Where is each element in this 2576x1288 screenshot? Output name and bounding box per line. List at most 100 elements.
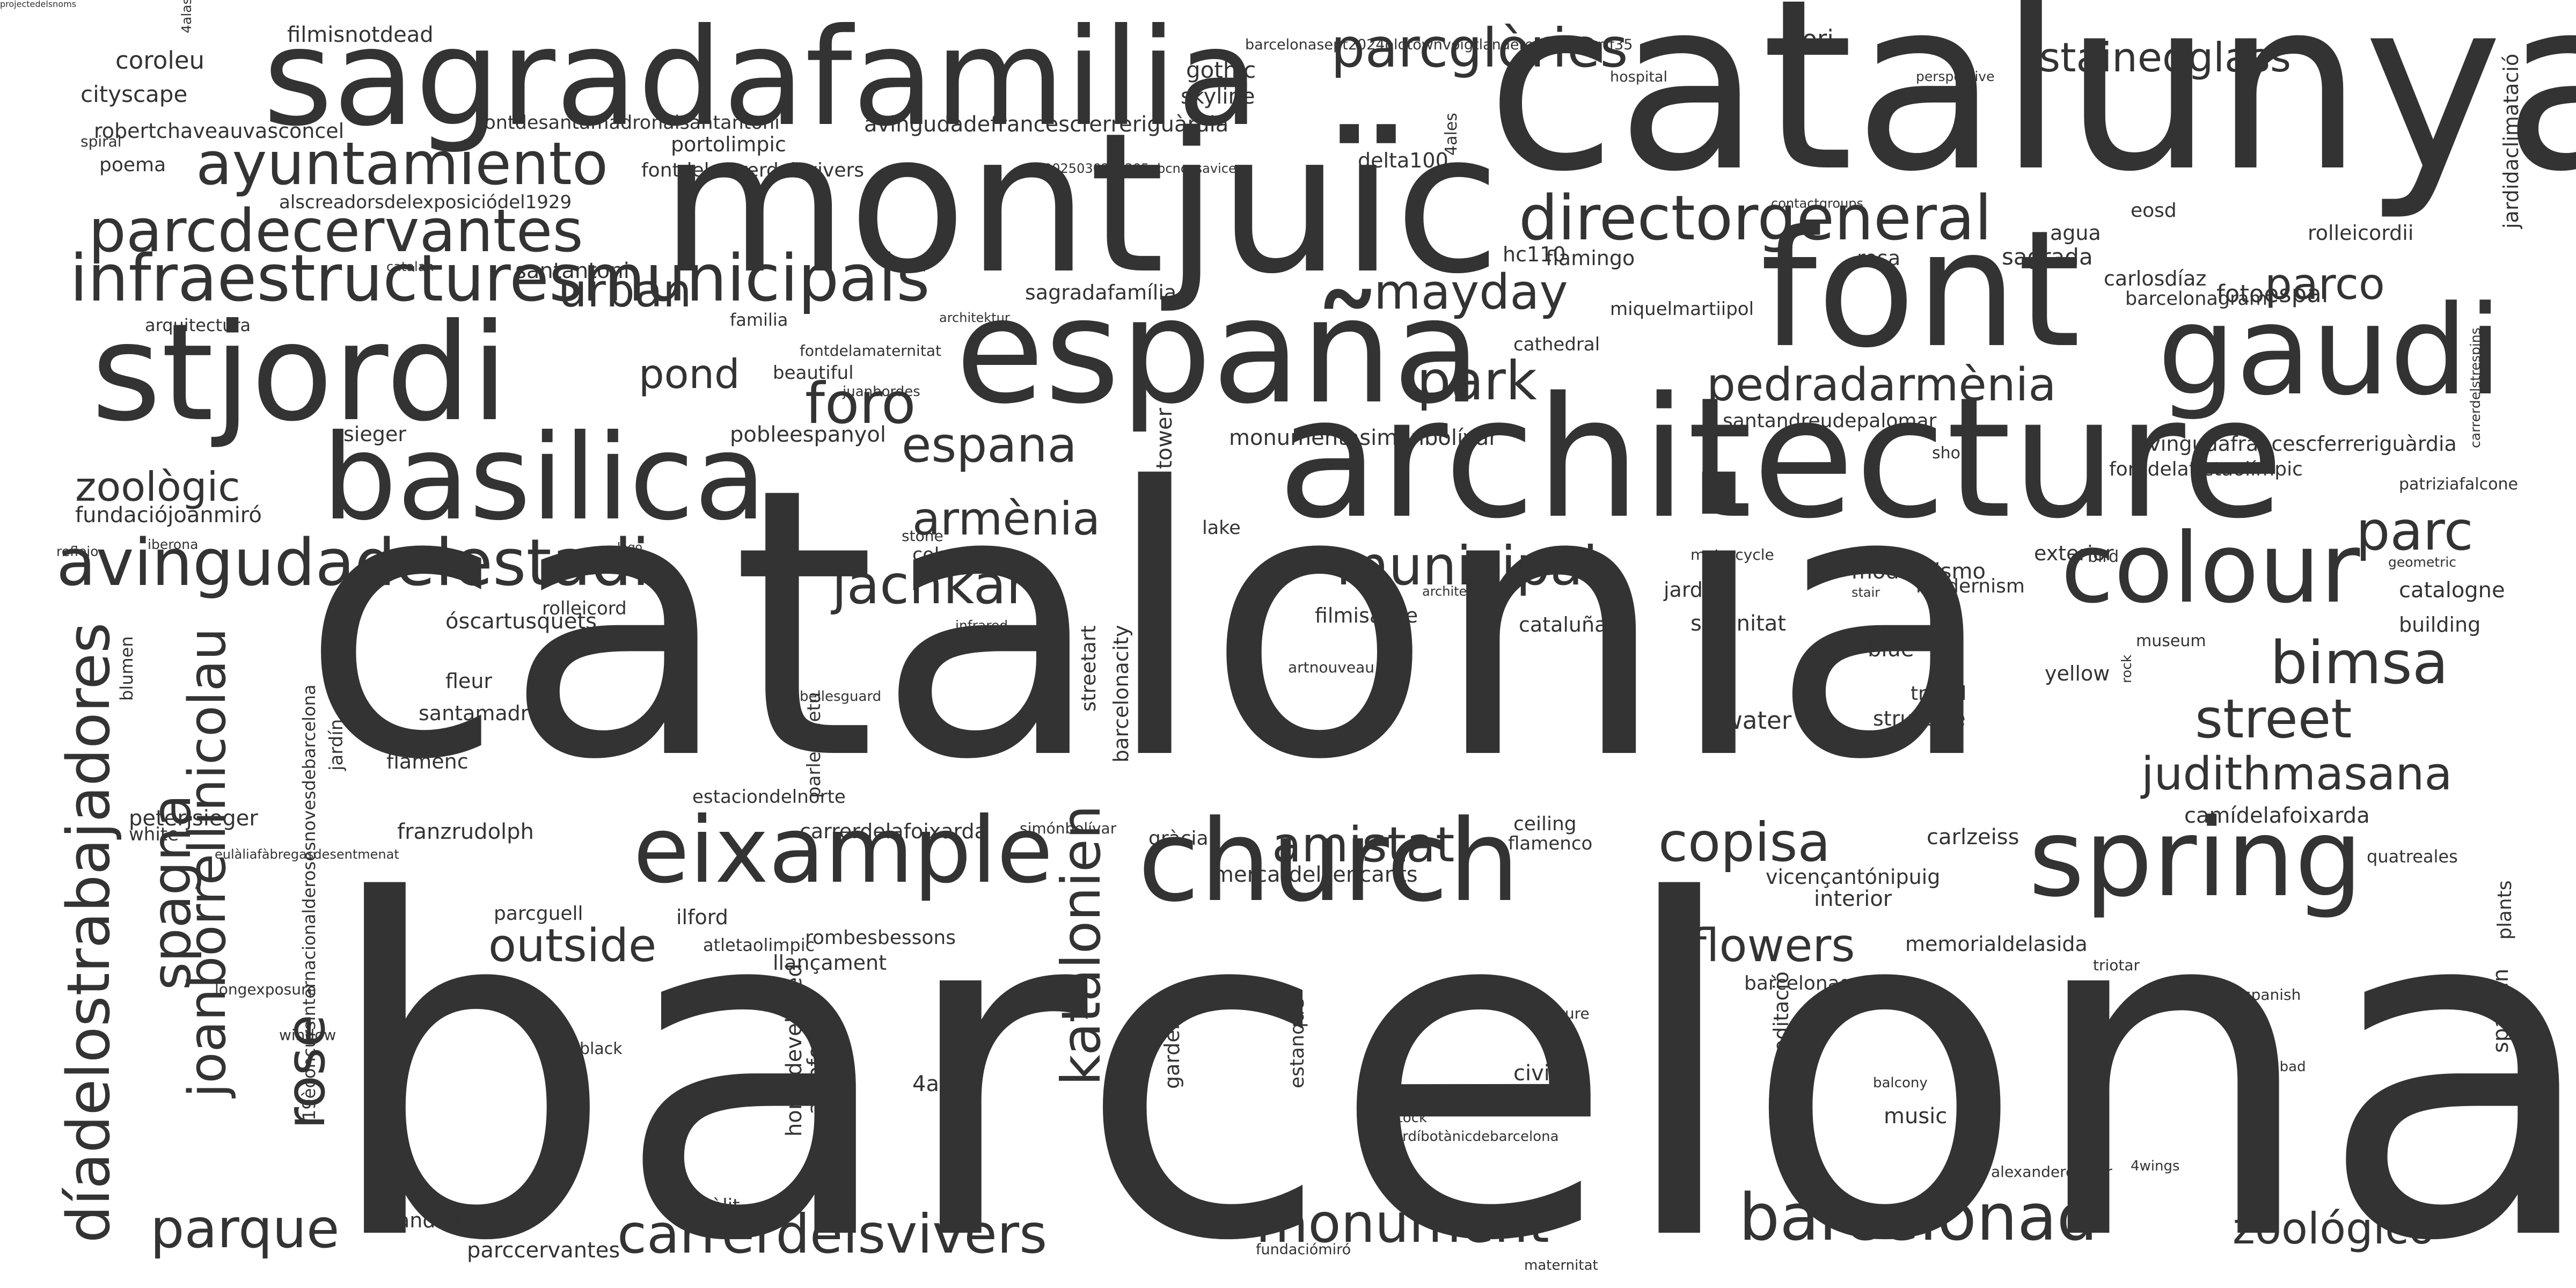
word: rombesbessons: [805, 927, 956, 949]
word: urban: [558, 265, 692, 318]
word: 4wings: [2131, 1158, 2180, 1174]
word: judithmasana: [2141, 748, 2453, 801]
word: óscartusquets: [445, 609, 597, 634]
word: parque: [150, 1197, 340, 1260]
word: pedradarmènia: [1707, 358, 2057, 412]
word: infrared: [955, 618, 1008, 633]
word: eosd: [2131, 200, 2177, 222]
word: españa: [955, 267, 1482, 436]
word: beautiful: [773, 362, 854, 384]
word: contactgroups: [1771, 196, 1864, 211]
word: street: [2195, 687, 2352, 750]
word: sagrada: [2002, 244, 2093, 270]
word: jardíbotànicdebarcelona: [1390, 1129, 1559, 1145]
word: eulàliafàbregasdesentmenat: [215, 847, 399, 862]
word: jardidaclimatació: [2499, 53, 2523, 229]
word: pond: [639, 350, 740, 398]
word: miquelmartiipol: [1610, 298, 1754, 320]
word: rolleicordii: [2308, 221, 2414, 245]
word: autofocus: [803, 1009, 828, 1115]
word: agua: [2050, 221, 2101, 245]
word: arquitectura: [145, 315, 251, 335]
word: triotar: [2093, 956, 2140, 974]
word: patriziafalcone: [2399, 475, 2518, 494]
word: stock: [1390, 1110, 1427, 1126]
word: rosa: [1857, 246, 1901, 270]
word: santantoni: [515, 259, 630, 283]
word: travel: [1911, 683, 1967, 705]
word: fontdesantamadronaisantantoni: [478, 112, 780, 134]
word: spanish: [2243, 986, 2301, 1004]
word: catalan: [386, 259, 434, 274]
word: municipal: [1336, 535, 1598, 597]
word: juanbordes: [843, 384, 920, 400]
word: fontdelatletaolímpic: [2109, 458, 2303, 480]
word: atletaolimpic: [703, 935, 815, 955]
word: spanien: [2489, 968, 2513, 1053]
word: bellesguard: [800, 689, 882, 705]
word: parcguell: [494, 903, 583, 925]
word: copisa: [1658, 811, 1831, 874]
word: nature: [1540, 1005, 1590, 1022]
word: catalonia: [301, 409, 1997, 840]
word: katalonien: [1050, 805, 1113, 1086]
word: rock: [2119, 654, 2134, 683]
word: portolimpic: [671, 133, 786, 156]
word: artnouveau: [1288, 658, 1374, 676]
word: barcelonacity: [1109, 625, 1133, 763]
word: black: [580, 1040, 623, 1058]
word: gràcia: [1148, 828, 1209, 850]
word: barcelonagram: [2125, 288, 2267, 310]
word: reflejo: [56, 544, 99, 559]
word: 4ales: [1442, 113, 1461, 156]
word: structure: [1873, 707, 1966, 730]
word: eixample: [633, 797, 1053, 904]
word: meditació: [1769, 971, 1793, 1072]
word: cityscape: [80, 81, 188, 107]
word: column: [912, 544, 982, 566]
word: fundaciómiró: [1256, 1241, 1351, 1258]
word: streetart: [1077, 625, 1100, 712]
word: 20250302c0305abcncasavicens: [1044, 161, 1252, 176]
word: estaciondelnorte: [692, 786, 846, 808]
word: basilica: [322, 409, 767, 546]
word: skyline: [1181, 84, 1255, 109]
word: simónbolívar: [1020, 819, 1117, 837]
word: barcelonad: [1739, 1181, 2098, 1255]
word: coroleu: [115, 46, 205, 75]
word: modernismo: [1851, 559, 1986, 584]
word: filmisnotdead: [287, 23, 434, 47]
word: font: [1760, 196, 2081, 383]
word: sagradafamília: [1025, 281, 1177, 304]
word: foro: [805, 371, 916, 436]
word: motorcycle: [1690, 546, 1774, 564]
word: jardín: [326, 719, 347, 771]
word: infraestructuresmunicipals: [70, 241, 930, 316]
word: delta100: [1358, 149, 1448, 172]
word: parcglòries: [1331, 17, 1628, 79]
word: carrerdelafoixarda: [800, 819, 987, 843]
word: alscreadorsdelexposiciódel1929: [279, 192, 572, 213]
word: memorialdelasida: [1905, 932, 2088, 956]
word: mercatdelsencants: [1213, 862, 1418, 887]
word: colour: [2061, 513, 2360, 625]
word: civic: [1513, 1061, 1562, 1086]
word: hc110: [1503, 243, 1566, 266]
word: poema: [99, 154, 166, 176]
word: projectedelsnoms: [0, 0, 77, 9]
word: geometric: [2388, 554, 2457, 570]
word: espana: [902, 417, 1077, 473]
word: fotoespai: [2216, 280, 2329, 308]
word: carrerdelsvivers: [617, 1203, 1048, 1265]
word: catalogne: [2399, 578, 2505, 603]
word: architektur: [939, 310, 1010, 325]
word: barcelona: [322, 804, 2576, 1288]
word: flowers: [1690, 919, 1855, 972]
word: díadelostrabajadores: [54, 622, 123, 1243]
word: white: [129, 824, 179, 845]
word: gothic: [1186, 57, 1256, 83]
word: parco: [2265, 259, 2385, 309]
word: park: [1417, 349, 1537, 412]
word: robertchaveauvasconcel: [94, 119, 345, 143]
word: carlzeiss: [1927, 825, 2019, 850]
